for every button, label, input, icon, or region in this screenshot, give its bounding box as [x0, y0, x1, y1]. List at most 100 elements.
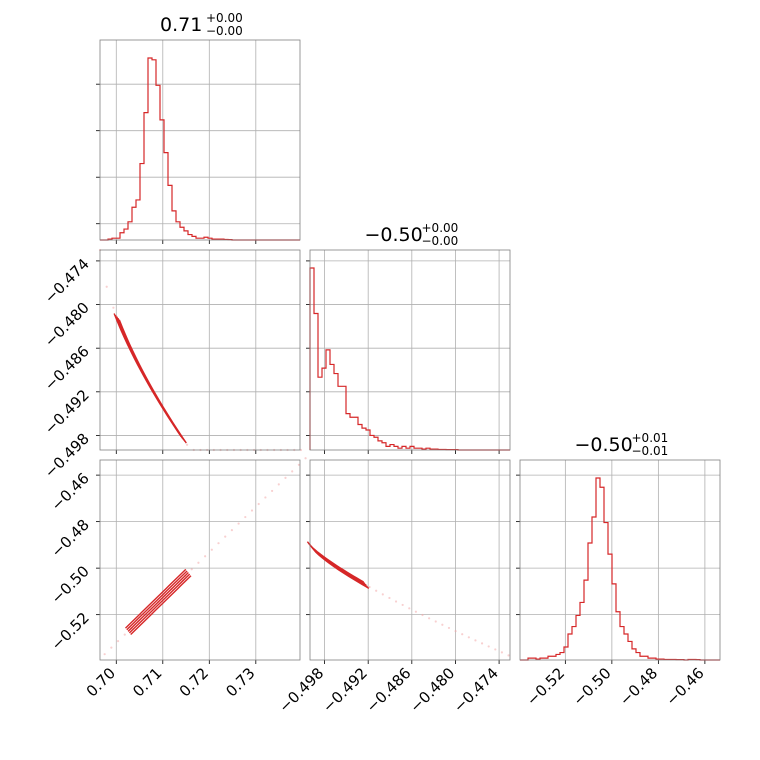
sample-point [257, 502, 260, 506]
sample-point [217, 542, 220, 545]
sample-point [414, 610, 417, 613]
sample-point [123, 633, 126, 636]
sample-point [244, 515, 247, 519]
sample-point [461, 633, 464, 636]
sample-point [264, 496, 267, 499]
panel-title-upper-error: +0.01 [632, 431, 669, 445]
density-contour [128, 573, 191, 634]
density-contour [312, 547, 370, 589]
panel-scatter-param-2-vs-param-3: −0.498−0.492−0.486−0.480−0.474 [275, 459, 511, 716]
x-tick-label: −0.474 [450, 664, 502, 716]
sample-point [105, 285, 108, 288]
panel-title-upper-error: +0.00 [422, 221, 459, 235]
sample-point [487, 645, 490, 648]
density-contour [116, 316, 185, 441]
panel-title-value: −0.50 [575, 434, 633, 456]
panel-frame [519, 459, 721, 661]
sample-point [237, 522, 240, 525]
y-tick-label: −0.492 [41, 386, 93, 438]
sample-point [277, 483, 280, 486]
panel-hist-param-3: −0.52 −0.50 −0.48 −0.46−0.50+0.01−0.01 [516, 431, 721, 709]
histogram-steps [100, 57, 300, 241]
x-tick-label: −0.480 [406, 664, 458, 716]
sample-point [441, 623, 444, 626]
sample-point [110, 646, 113, 649]
sample-point [394, 600, 398, 603]
sample-point [112, 306, 115, 309]
sample-point [500, 651, 504, 654]
panel-title-value: −0.50 [365, 224, 423, 246]
panel-title-value: 0.71 [160, 14, 202, 36]
histogram-steps [309, 267, 510, 451]
sample-point [210, 548, 213, 551]
sample-point [224, 535, 227, 538]
x-tick-label: −0.498 [275, 664, 327, 716]
y-tick-label: −0.474 [41, 255, 93, 307]
sample-point [375, 589, 378, 592]
panel-hist-param-1: 0.71 +0.00−0.00 [96, 11, 301, 244]
sample-point [297, 463, 300, 466]
density-contour [306, 541, 365, 583]
sample-point [474, 639, 477, 642]
sample-point [494, 648, 497, 651]
sample-point [388, 596, 391, 600]
histogram-steps [520, 477, 720, 661]
y-tick-label: −0.480 [41, 299, 93, 351]
y-tick-label: −0.498 [41, 430, 93, 482]
panel-title-lower-error: −0.00 [206, 24, 243, 38]
sample-point [381, 593, 384, 596]
x-tick-label: −0.52 [523, 664, 568, 709]
density-contour [127, 572, 189, 632]
sample-point [434, 620, 437, 623]
panel-scatter-param-1-vs-param-3: 0.70 0.71 0.72 0.73−0.52−0.50−0.48−0.46 [48, 457, 307, 700]
sample-point [368, 585, 371, 589]
panel-title-upper-error: +0.00 [206, 11, 243, 25]
y-tick-label: −0.48 [48, 516, 93, 561]
sample-point [428, 617, 431, 620]
y-tick-label: −0.50 [48, 562, 93, 607]
panel-scatter-param-1-vs-param-2: −0.498−0.492−0.486−0.480−0.474 [41, 248, 303, 482]
sample-point [447, 626, 451, 630]
density-contour [130, 575, 192, 636]
y-tick-label: −0.52 [48, 609, 93, 654]
sample-point [421, 613, 424, 617]
density-contour [126, 570, 188, 631]
x-tick-label: −0.486 [363, 664, 415, 716]
sample-point [103, 653, 106, 656]
sample-point [185, 443, 189, 446]
x-tick-label: 0.73 [222, 664, 258, 700]
sample-point [507, 654, 510, 657]
sample-point [250, 509, 254, 512]
sample-point [284, 476, 287, 479]
sample-point [401, 603, 404, 607]
panel-hist-param-2: −0.50+0.00−0.00 [306, 221, 511, 454]
panel-frame [309, 249, 511, 451]
x-tick-label: 0.71 [129, 664, 165, 700]
sample-point [480, 642, 484, 645]
sample-point [230, 529, 234, 532]
panel-title-lower-error: −0.01 [632, 444, 669, 458]
x-tick-label: −0.50 [569, 664, 614, 709]
sample-point [454, 629, 457, 633]
panel-frame [309, 459, 511, 661]
sample-point [291, 470, 294, 473]
sample-point [408, 607, 411, 610]
panel-frame [99, 459, 301, 661]
density-contour [125, 568, 187, 629]
x-tick-label: −0.46 [662, 664, 707, 709]
sample-point [304, 457, 307, 460]
sample-point [116, 640, 120, 643]
sample-point [197, 561, 200, 564]
x-tick-label: −0.48 [616, 664, 661, 709]
sample-point [204, 555, 207, 558]
density-contour [118, 319, 187, 444]
panel-frame [99, 249, 301, 451]
density-contour [117, 318, 186, 442]
panel-title-lower-error: −0.00 [422, 234, 459, 248]
sample-point [270, 489, 274, 493]
y-tick-label: −0.486 [41, 342, 93, 394]
x-tick-label: 0.72 [176, 664, 212, 700]
sample-point [467, 636, 470, 639]
panel-frame [99, 39, 301, 241]
